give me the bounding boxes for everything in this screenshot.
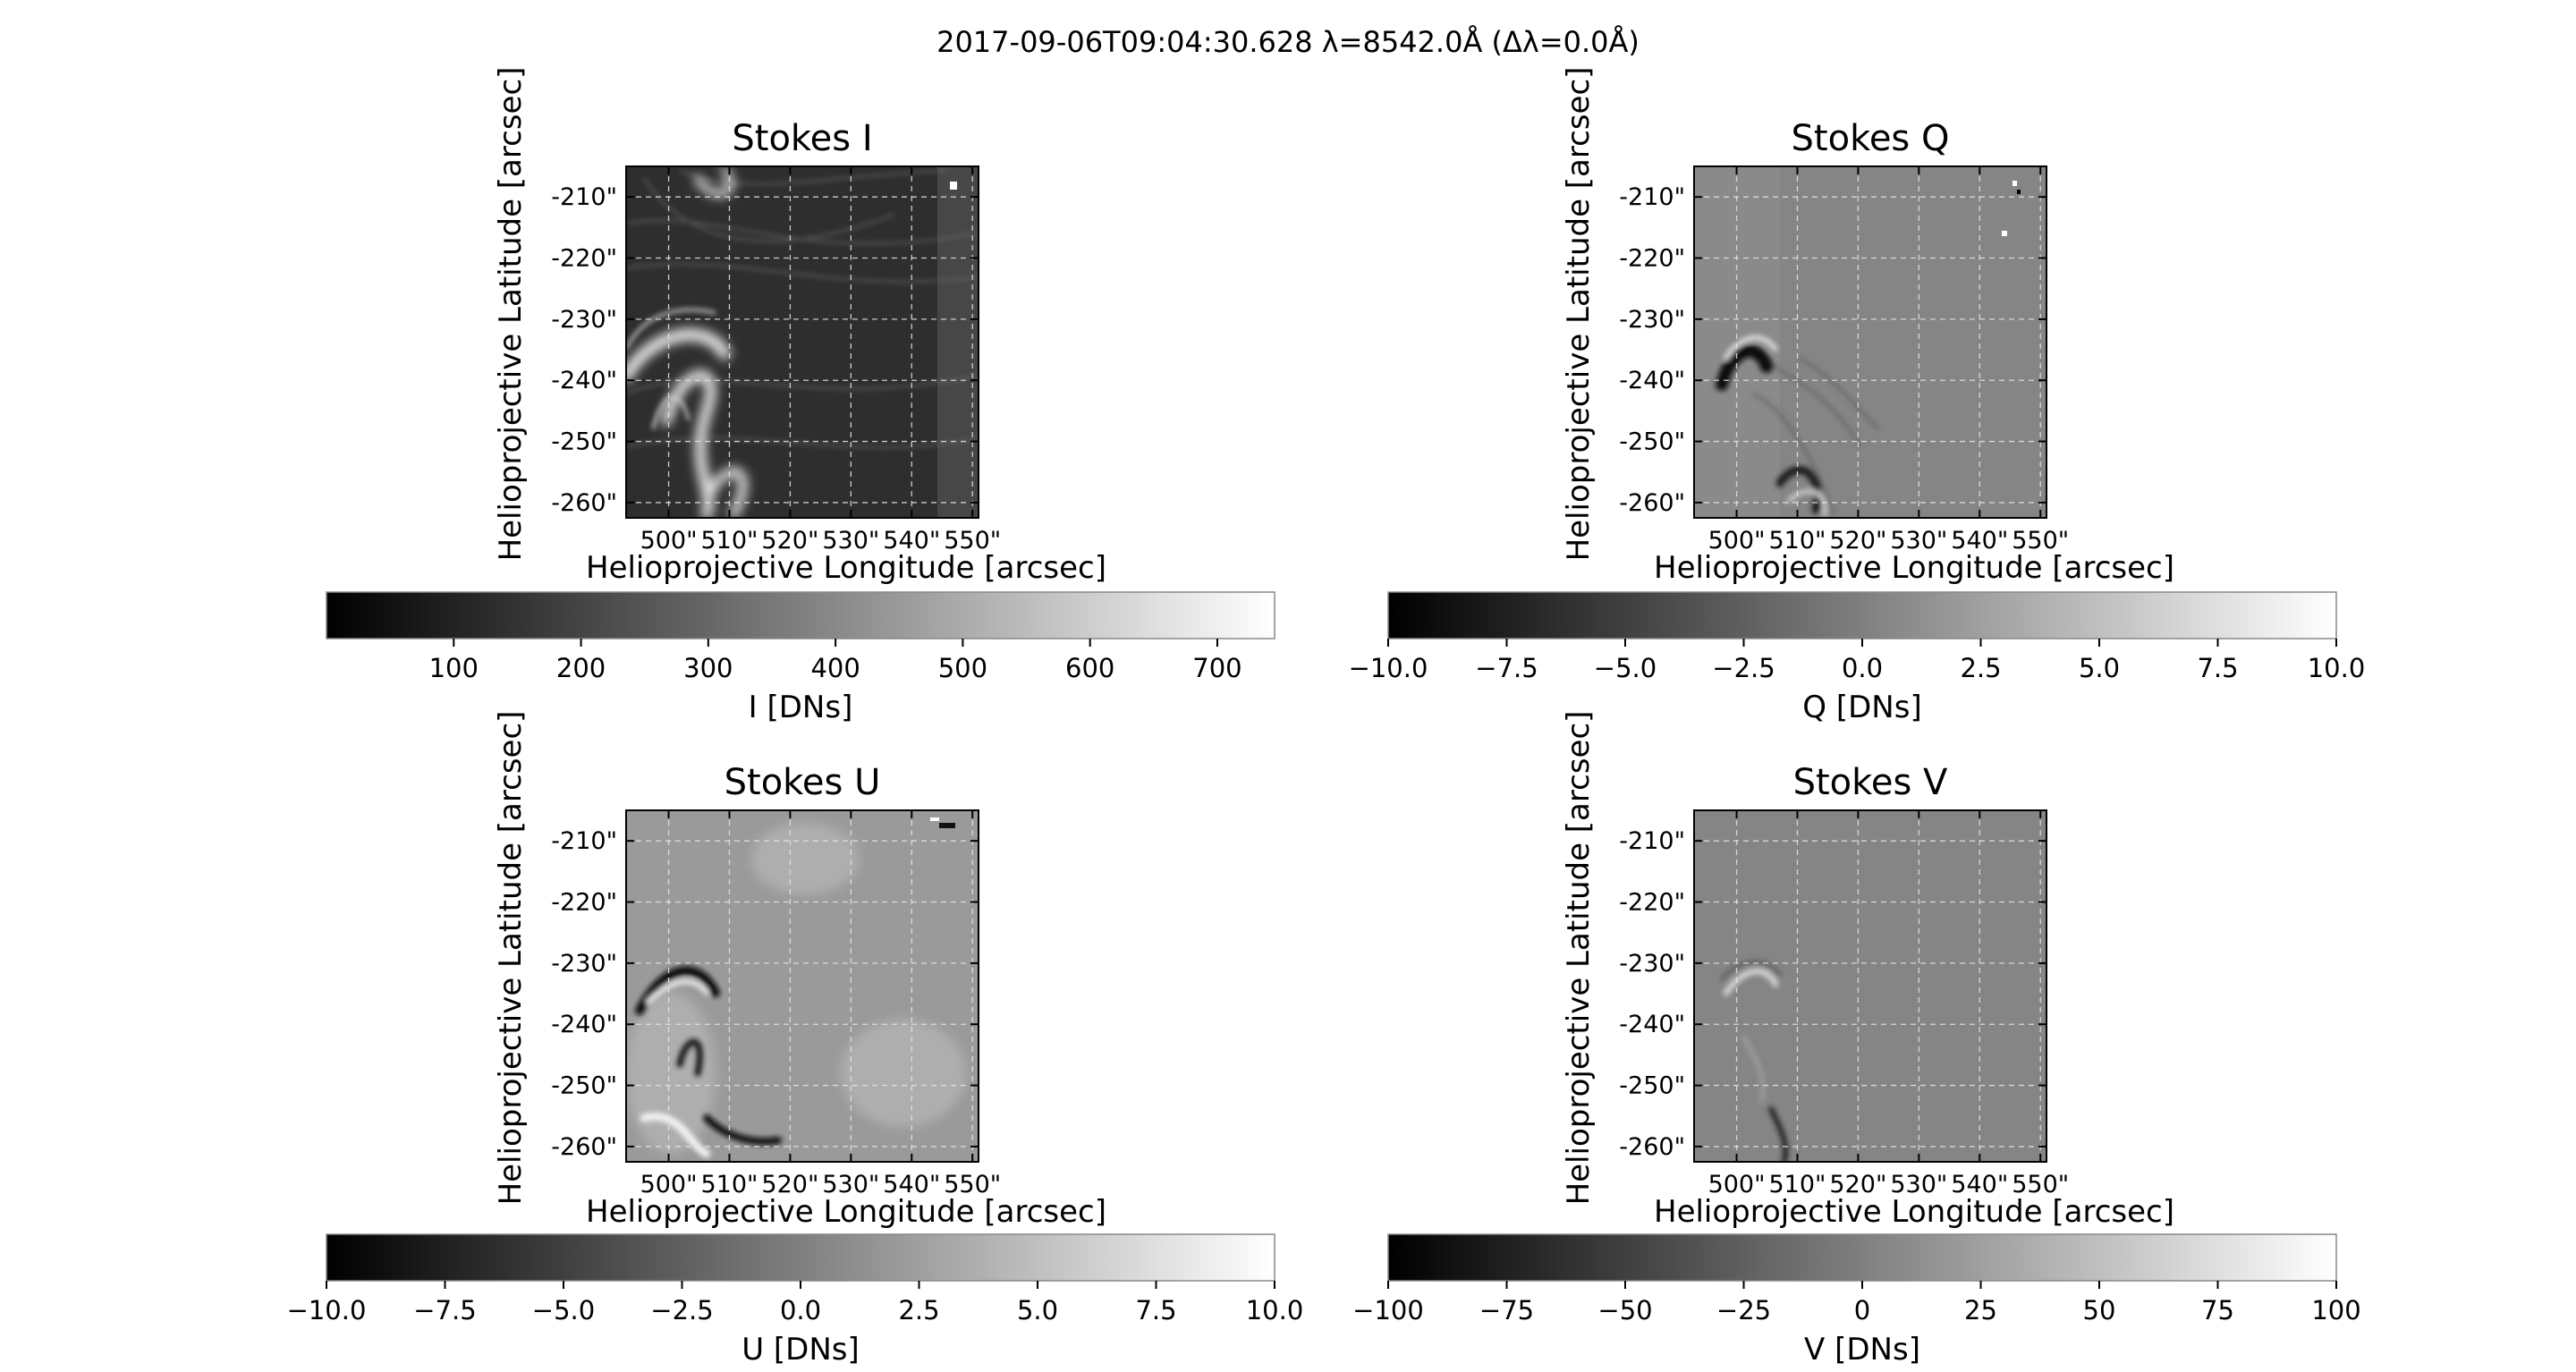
- panel-q-ytick-label: -250": [1619, 428, 1685, 456]
- panel-q-cb-tick-label: 2.5: [1960, 653, 2001, 683]
- panel-i-cb-tick-label: 400: [810, 653, 860, 683]
- panel-q-cb-label: Q [DNs]: [1802, 690, 1921, 725]
- stokes-u-image: [626, 810, 979, 1162]
- panel-u-cb-tick-label: −10.0: [287, 1295, 367, 1325]
- panel-q-cb-tick-label: −7.5: [1475, 653, 1538, 683]
- panel-q-cb-tick-label: −10.0: [1349, 653, 1428, 683]
- panel-i-ytick-label: -230": [551, 306, 617, 334]
- panel-i-title: Stokes I: [732, 118, 872, 159]
- panel-q-colorbar: [1388, 592, 2336, 639]
- panel-v-ytick-label: -260": [1619, 1133, 1685, 1161]
- panel-q-cb-tick-label: −2.5: [1712, 653, 1775, 683]
- panel-q-ylabel: Helioprojective Latitude [arcsec]: [1561, 67, 1597, 562]
- panel-u-cb-tick-label: 10.0: [1246, 1295, 1304, 1325]
- panel-v-cb-tick-label: −25: [1716, 1295, 1771, 1325]
- panel-i-cb-tick-label: 700: [1192, 653, 1241, 683]
- panel-u-cb-label: U [DNs]: [741, 1332, 860, 1368]
- panel-u-cb-tick-label: −2.5: [650, 1295, 713, 1325]
- panel-u-ytick-label: -240": [551, 1011, 617, 1038]
- panel-u-cb-tick-label: −7.5: [413, 1295, 476, 1325]
- stokes-v-image: [1694, 810, 2046, 1162]
- panel-u-cb-tick-label: −5.0: [532, 1295, 595, 1325]
- panel-i-ytick-label: -250": [551, 428, 617, 456]
- panel-i-colorbar: [326, 592, 1275, 639]
- panel-i-cb-tick-label: 500: [938, 653, 987, 683]
- panel-u-cb-tick-label: 2.5: [898, 1295, 939, 1325]
- stokes-i-image: [626, 166, 979, 518]
- panel-q-cb-tick-label: 7.5: [2197, 653, 2238, 683]
- panel-v-ytick-label: -240": [1619, 1011, 1685, 1038]
- panel-u-ytick-label: -260": [551, 1133, 617, 1161]
- panel-v-cb-tick-label: −75: [1479, 1295, 1534, 1325]
- panel-i-ytick-label: -260": [551, 489, 617, 517]
- stokes-q-image: [1694, 166, 2046, 518]
- panel-v-cb-tick-label: −100: [1352, 1295, 1424, 1325]
- panel-q-ytick-label: -260": [1619, 489, 1685, 517]
- panel-q-ytick-label: -230": [1619, 306, 1685, 334]
- panel-v-cb-tick-label: 50: [2083, 1295, 2116, 1325]
- panel-u-ytick-label: -230": [551, 950, 617, 978]
- panel-q-cb-tick-label: 5.0: [2079, 653, 2120, 683]
- panel-u-cb-tick-label: 7.5: [1135, 1295, 1176, 1325]
- panel-v-ytick-label: -210": [1619, 827, 1685, 855]
- panel-q-cb-tick-label: 0.0: [1842, 653, 1883, 683]
- panel-v-xlabel: Helioprojective Longitude [arcsec]: [1654, 1194, 2174, 1230]
- panel-q-cb-tick-label: −5.0: [1594, 653, 1657, 683]
- panel-q-xlabel: Helioprojective Longitude [arcsec]: [1654, 550, 2174, 586]
- panel-v-cb-tick-label: −50: [1597, 1295, 1652, 1325]
- panel-v-cb-tick-label: 100: [2311, 1295, 2360, 1325]
- panel-q-ytick-label: -240": [1619, 367, 1685, 394]
- panel-q-cb-tick-label: 10.0: [2308, 653, 2366, 683]
- panel-v-cb-label: V [DNs]: [1804, 1332, 1920, 1368]
- panel-i-cb-tick-label: 300: [683, 653, 733, 683]
- panel-u-ylabel: Helioprojective Latitude [arcsec]: [493, 711, 529, 1206]
- panel-v-cb-tick-label: 75: [2201, 1295, 2234, 1325]
- panel-u-cb-tick-label: 0.0: [780, 1295, 821, 1325]
- panel-u-ytick-label: -250": [551, 1072, 617, 1100]
- panel-v-colorbar: [1388, 1234, 2336, 1281]
- panel-q-ytick-label: -220": [1619, 245, 1685, 273]
- panel-u-xlabel: Helioprojective Longitude [arcsec]: [586, 1194, 1106, 1230]
- panel-v-ytick-label: -250": [1619, 1072, 1685, 1100]
- panel-q-title: Stokes Q: [1792, 118, 1950, 159]
- panel-u-cb-tick-label: 5.0: [1017, 1295, 1058, 1325]
- panel-u-ytick-label: -220": [551, 889, 617, 917]
- panel-i-ylabel: Helioprojective Latitude [arcsec]: [493, 67, 529, 562]
- panel-i-cb-tick-label: 600: [1065, 653, 1114, 683]
- panel-i-cb-label: I [DNs]: [749, 690, 853, 725]
- panel-v-title: Stokes V: [1793, 762, 1948, 803]
- panel-u-ytick-label: -210": [551, 827, 617, 855]
- panel-i-ytick-label: -210": [551, 183, 617, 211]
- panel-i-ytick-label: -240": [551, 367, 617, 394]
- panel-v-cb-tick-label: 25: [1964, 1295, 1997, 1325]
- panel-i-cb-tick-label: 200: [556, 653, 606, 683]
- panel-v-ytick-label: -220": [1619, 889, 1685, 917]
- panel-u-title: Stokes U: [724, 762, 881, 803]
- panel-v-ytick-label: -230": [1619, 950, 1685, 978]
- panel-i-xlabel: Helioprojective Longitude [arcsec]: [586, 550, 1106, 586]
- panel-v-cb-tick-label: 0: [1854, 1295, 1870, 1325]
- panel-i-ytick-label: -220": [551, 245, 617, 273]
- panel-q-ytick-label: -210": [1619, 183, 1685, 211]
- panel-u-colorbar: [326, 1234, 1275, 1281]
- figure-suptitle: 2017-09-06T09:04:30.628 λ=8542.0Å (Δλ=0.…: [936, 25, 1640, 59]
- panel-v-ylabel: Helioprojective Latitude [arcsec]: [1561, 711, 1597, 1206]
- panel-i-cb-tick-label: 100: [429, 653, 479, 683]
